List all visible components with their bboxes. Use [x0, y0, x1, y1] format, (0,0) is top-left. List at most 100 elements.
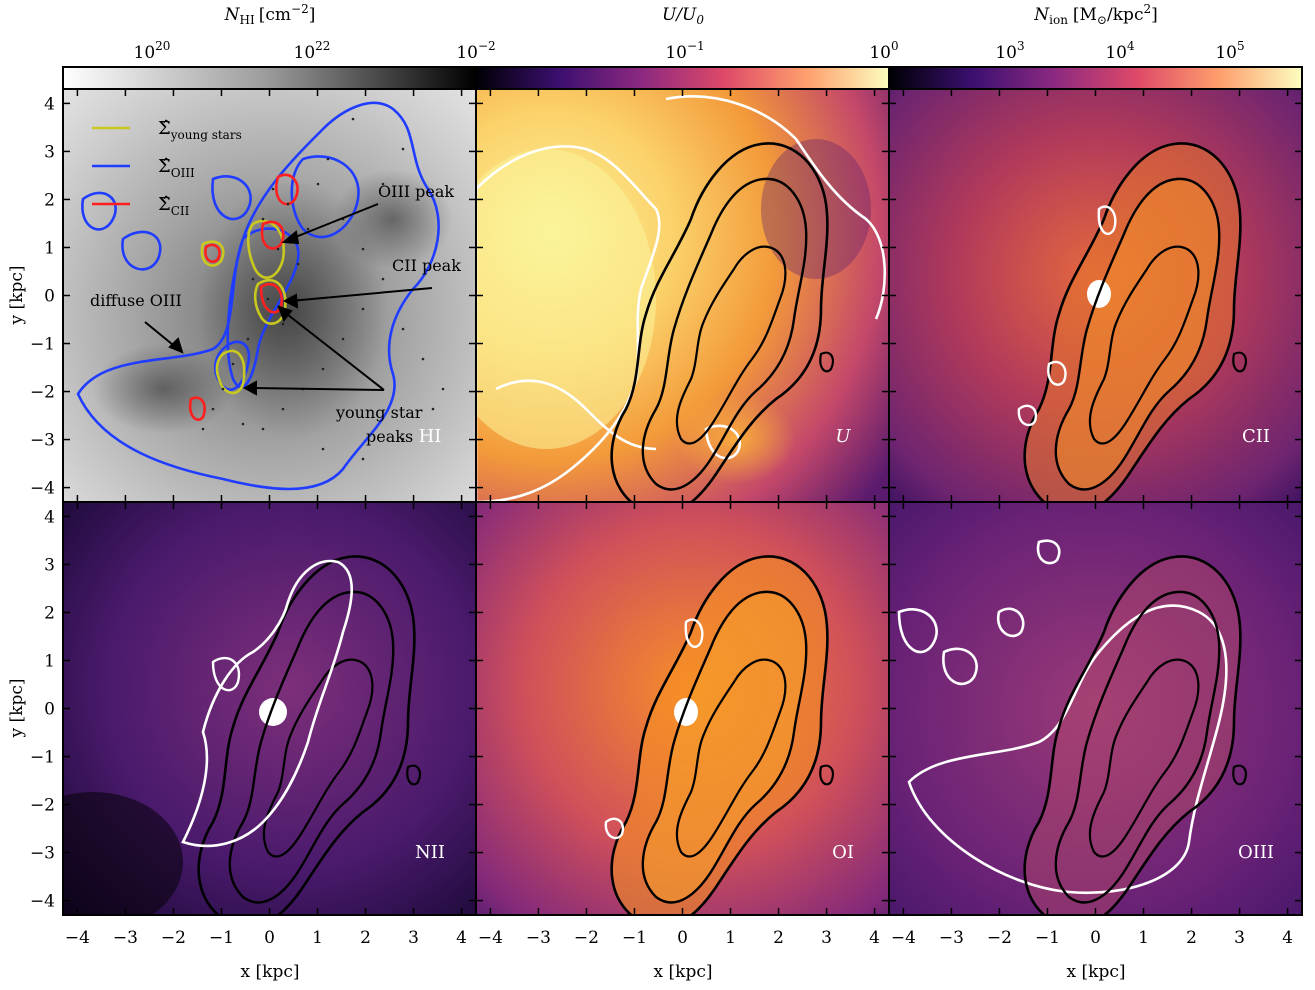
y-tick-label: 4: [44, 507, 55, 527]
x-tick-label: −1: [622, 928, 647, 948]
y-tick-label: 1: [44, 651, 55, 671]
contour-oiii-white: [942, 647, 978, 686]
colorbar-ion-tick-label: 104: [1105, 39, 1135, 63]
colorbar-hi-gradient: [62, 66, 477, 90]
colorbar-ion: Nion [M⊙/kpc2] 103 104 105: [888, 2, 1303, 90]
x-tick-label: 2: [1186, 928, 1197, 948]
hi-dense-region: [93, 344, 233, 434]
contour-oiii-white: [1036, 539, 1061, 565]
hi-dense-region: [333, 169, 453, 269]
y-tick-label: −3: [30, 431, 55, 451]
contour-oiii-white: [996, 607, 1025, 638]
contour-density: [406, 764, 422, 786]
panel-label-oiii: OIII: [1238, 842, 1274, 863]
colorbar-u-tick-label: 10−2: [456, 39, 495, 63]
annotation-peaks: peaks: [366, 427, 413, 446]
y-tick-label: −2: [30, 383, 55, 403]
contour-cii-white: [1047, 360, 1067, 386]
contour-density: [1232, 764, 1248, 786]
contour-density: [1232, 351, 1248, 373]
u-structure: [476, 95, 887, 502]
x-tick-label: 4: [869, 928, 880, 948]
u-bright-region: [476, 149, 656, 449]
contour-young-stars: [253, 278, 287, 325]
y-tick-label: 0: [44, 287, 55, 307]
colorbar-hi-label: NHI [cm−2]: [224, 2, 316, 27]
contour-oiii-white: [897, 608, 938, 654]
colorbar-ion-tick-label: 103: [995, 39, 1024, 63]
x-axis-label-right: x [kpc]: [1067, 962, 1126, 982]
legend-label-oiii: Σ̂OIII: [158, 156, 195, 180]
colorbar-ion-tick-label: 105: [1215, 39, 1244, 63]
annotation-diffuse-oiii: diffuse OIII: [90, 291, 182, 310]
colorbar-ion-label: Nion [M⊙/kpc2]: [1033, 2, 1158, 27]
panel-label-u: U: [835, 426, 851, 447]
panel-u: [476, 89, 889, 502]
x-tick-label: −4: [65, 928, 90, 948]
annotations-hi: OIII peak CII peak diffuse OIII young st…: [90, 182, 461, 446]
contour-cii: [275, 173, 299, 206]
panel-oiii: [889, 502, 1302, 915]
colorbar-ion-gradient: [888, 66, 1303, 90]
x-axis-label-left: x [kpc]: [241, 962, 300, 982]
y-tick-label: 1: [44, 238, 55, 258]
panel-label-oi: OI: [832, 842, 854, 863]
colorbar-u: U/U0 10−2 10−1 100: [456, 5, 899, 90]
x-axis-label-middle: x [kpc]: [654, 962, 713, 982]
contour-young-stars: [200, 240, 225, 267]
y-tick-label: −2: [30, 796, 55, 816]
oi-structure: [604, 555, 835, 915]
colorbar-u-label: U/U0: [662, 5, 704, 27]
x-tick-label: 3: [821, 928, 832, 948]
x-tick-label: 1: [725, 928, 736, 948]
cii-structure: [1017, 142, 1248, 502]
annotation-arrows: [144, 203, 433, 396]
contour-cii: [260, 220, 285, 250]
colorbar-u-gradient: [475, 66, 890, 90]
y-tick-label: 4: [44, 94, 55, 114]
contour-cii: [204, 243, 221, 263]
x-tick-label: −2: [987, 928, 1012, 948]
legend: Σ̂young stars Σ̂OIII Σ̂CII: [92, 118, 242, 218]
contour-u: [665, 95, 887, 320]
contour-cii: [188, 396, 206, 421]
annotation-oiii-peak: OIII peak: [378, 182, 454, 201]
x-tick-label: −3: [939, 928, 964, 948]
x-tick-label: −4: [891, 928, 916, 948]
x-tick-label: 0: [677, 928, 688, 948]
contour-u: [704, 424, 741, 460]
y-tick-label: 0: [44, 700, 55, 720]
x-tick-label: −3: [526, 928, 551, 948]
contour-oiii: [213, 340, 251, 391]
y-tick-label: −4: [30, 479, 55, 499]
panel-label-cii: CII: [1242, 426, 1270, 447]
x-tick-label: 4: [1282, 928, 1293, 948]
x-tick-label: −4: [478, 928, 503, 948]
nii-peak: [259, 698, 287, 726]
x-tick-label: 1: [312, 928, 323, 948]
x-tick-label: −2: [161, 928, 186, 948]
contour-cii-white: [1017, 404, 1038, 427]
y-tick-label: −4: [30, 892, 55, 912]
legend-label-young-stars: Σ̂young stars: [158, 118, 242, 142]
panel-oi: [476, 502, 889, 915]
y-tick-label: −3: [30, 844, 55, 864]
star-particles: [201, 117, 445, 461]
contour-nii-white: [211, 656, 241, 692]
y-tick-label: 2: [44, 603, 55, 623]
y-axis-label-bottom: y [kpc]: [7, 679, 27, 739]
colorbar-hi-tick-label: 1020: [134, 39, 171, 63]
panel-label-nii: NII: [415, 842, 445, 863]
nii-structure: [63, 555, 422, 915]
contour-oiii: [121, 230, 162, 271]
colorbar-hi: NHI [cm−2] 1020 1022: [62, 2, 477, 90]
x-tick-label: 4: [456, 928, 467, 948]
contour-young-stars: [215, 349, 246, 395]
x-tick-label: 1: [1138, 928, 1149, 948]
panel-nii: [63, 502, 476, 915]
oi-peak: [674, 698, 698, 726]
panel-label-hi: HI: [419, 426, 442, 447]
x-tick-label: 3: [1234, 928, 1245, 948]
contour-nii-white: [181, 559, 354, 848]
